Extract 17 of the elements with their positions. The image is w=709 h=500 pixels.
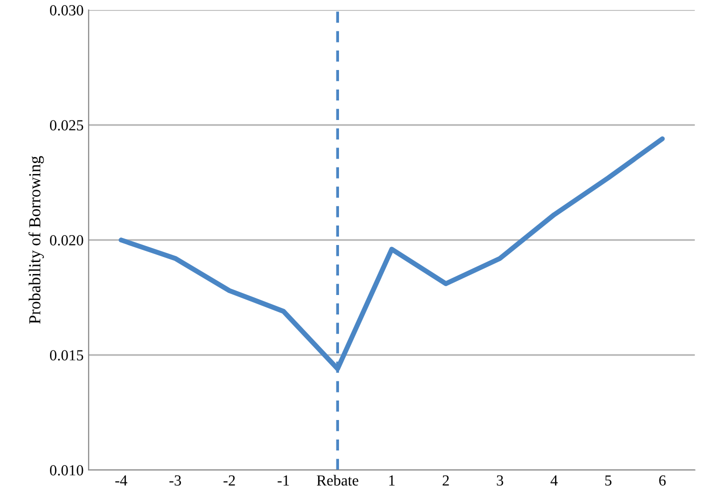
y-tick-label: 0.030 xyxy=(50,5,84,16)
x-tick-label: 6 xyxy=(659,475,666,486)
y-tick-label: 0.020 xyxy=(50,235,84,246)
x-tick-label: 3 xyxy=(496,475,504,486)
y-tick-label: 0.010 xyxy=(50,465,84,476)
x-tick-label: -1 xyxy=(278,475,289,486)
x-tick-label: -4 xyxy=(115,475,128,486)
y-tick-label: 0.025 xyxy=(50,120,84,131)
x-tick-label: Rebate xyxy=(316,474,358,486)
x-tick-label: -2 xyxy=(224,475,235,486)
x-tick-label: 2 xyxy=(442,475,449,486)
x-tick-label: 1 xyxy=(389,475,395,486)
x-tick-label: -3 xyxy=(169,475,181,486)
x-tick-label: 5 xyxy=(605,475,612,486)
y-axis-title: Probability of Borrowing xyxy=(28,156,44,324)
y-tick-label: 0.015 xyxy=(50,350,84,361)
x-tick-label: 4 xyxy=(550,475,558,486)
